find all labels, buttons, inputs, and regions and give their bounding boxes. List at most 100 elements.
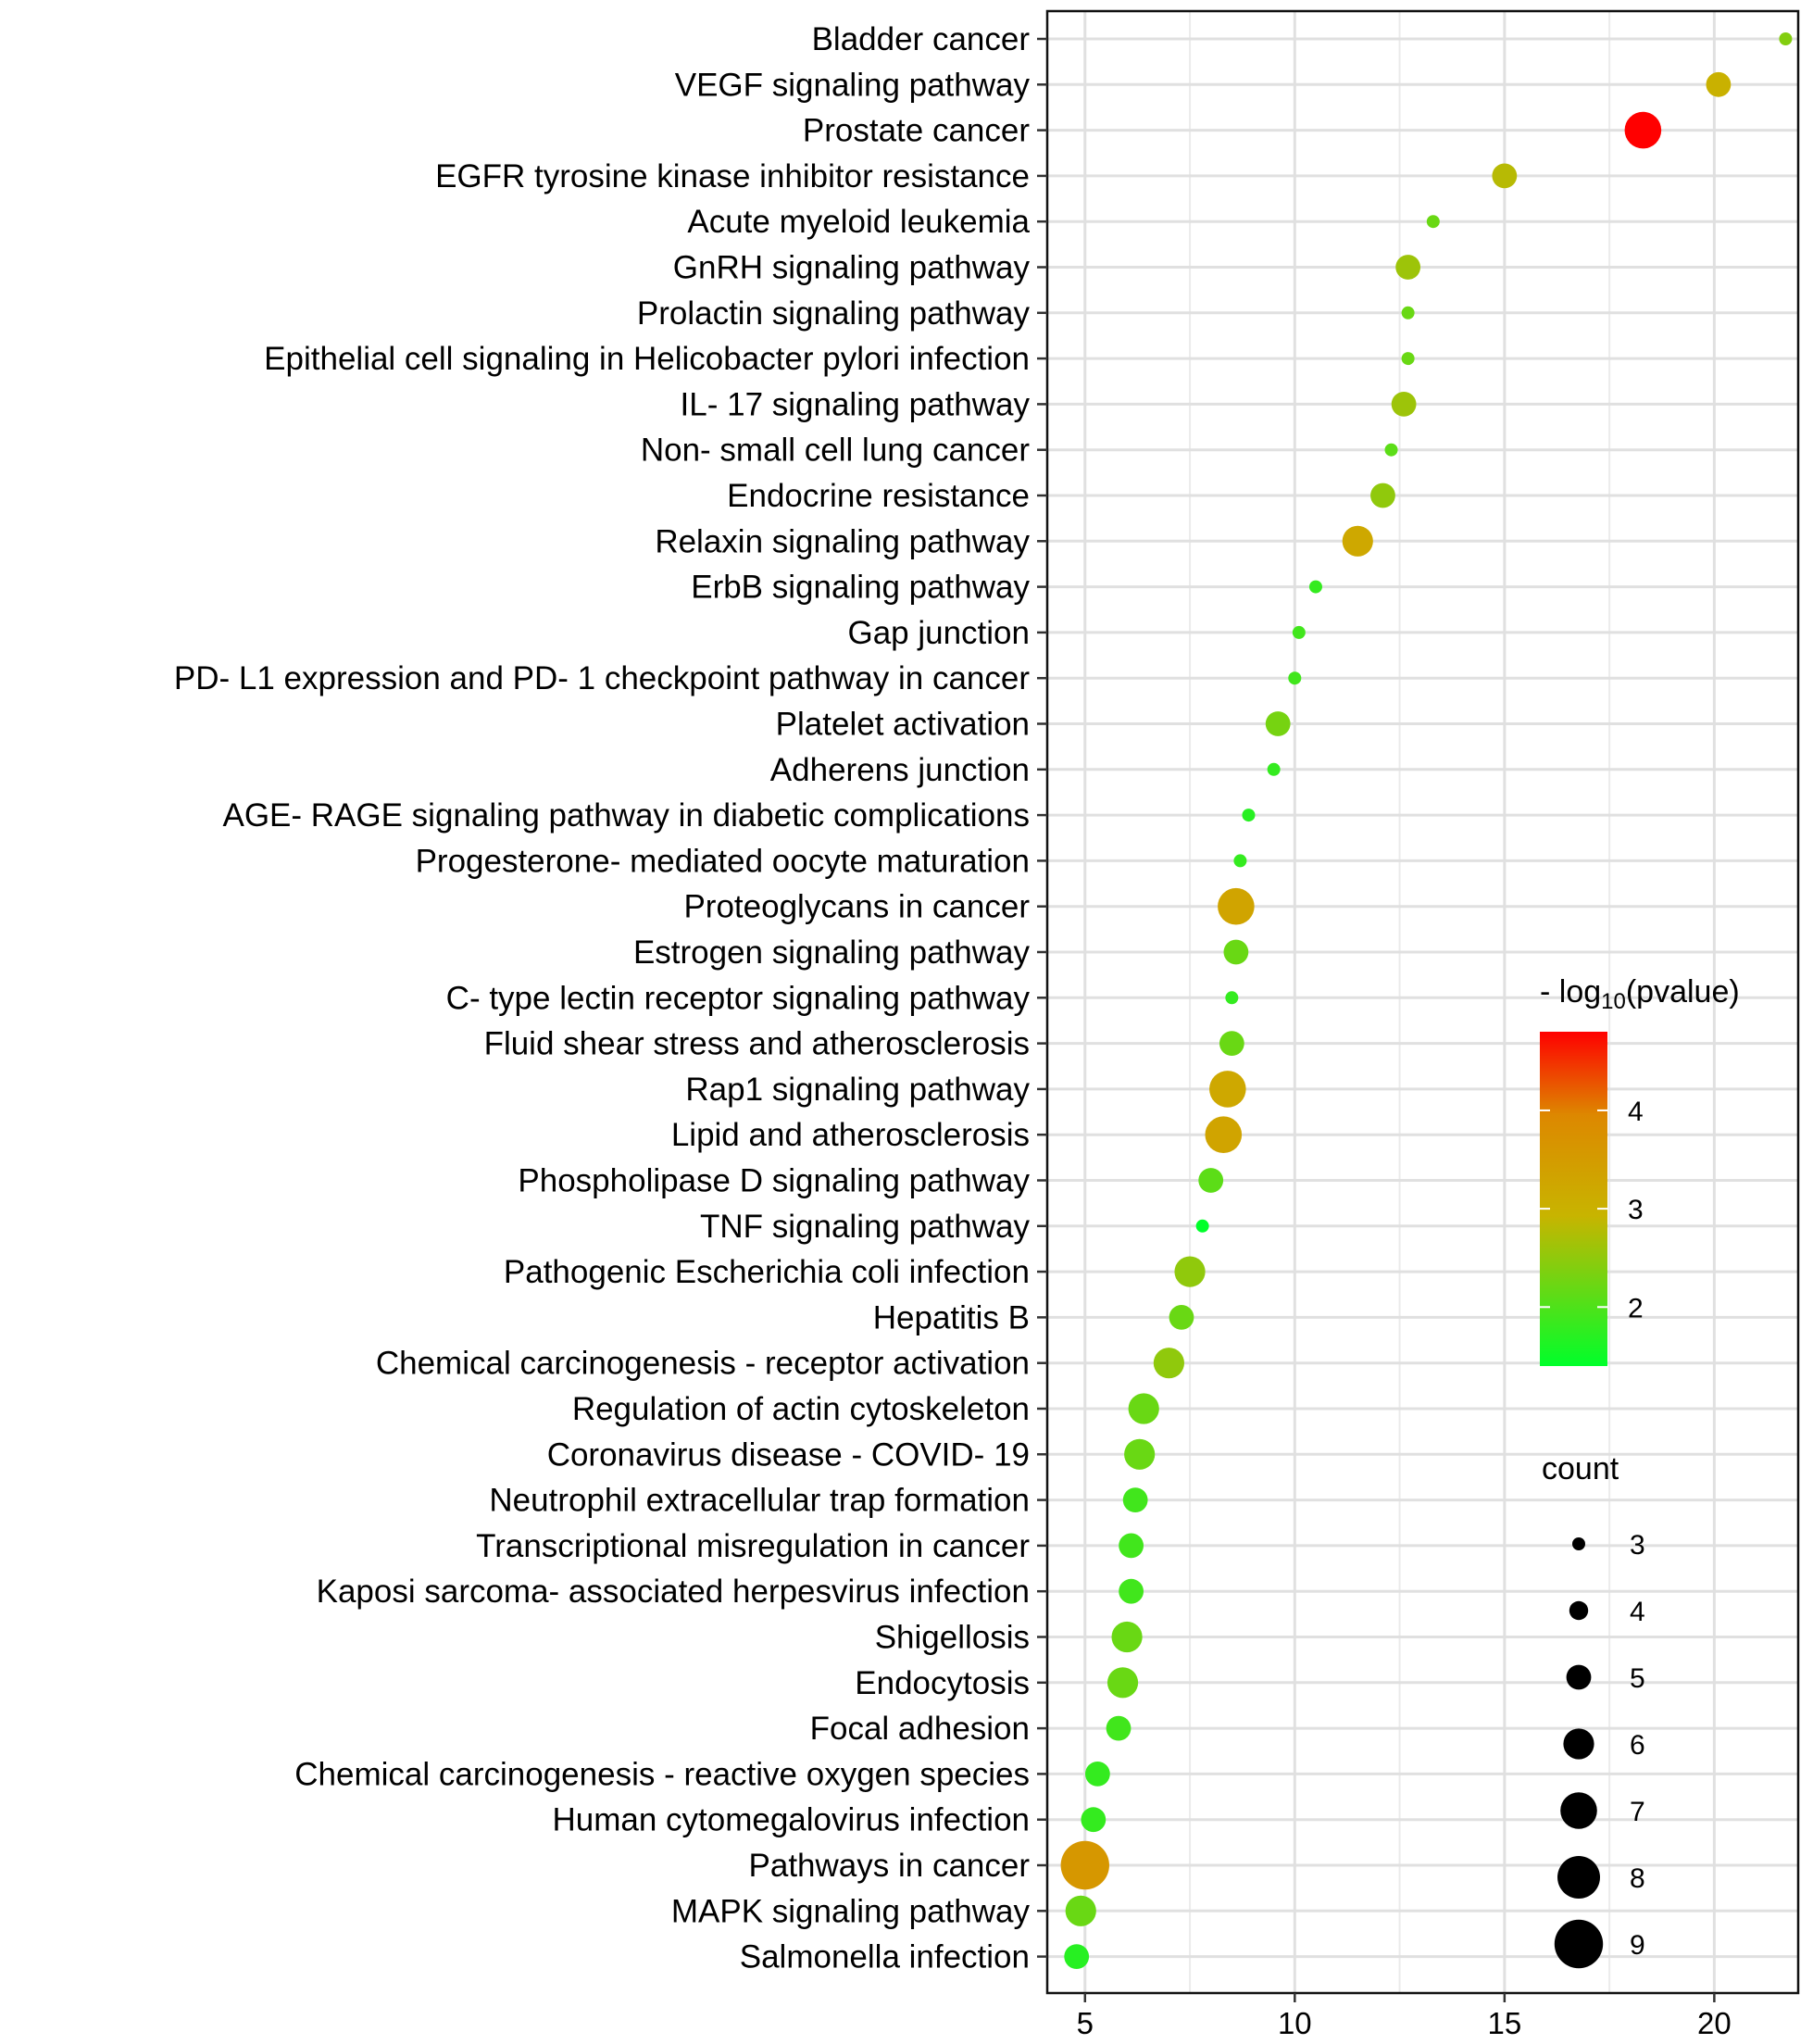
x-tick-label: 20 xyxy=(1697,2006,1732,2040)
category-label: EGFR tyrosine kinase inhibitor resistanc… xyxy=(435,158,1030,194)
data-point xyxy=(1706,71,1732,97)
category-label: Transcriptional misregulation in cancer xyxy=(476,1528,1030,1564)
category-label: Proteoglycans in cancer xyxy=(683,889,1030,925)
category-label: MAPK signaling pathway xyxy=(671,1893,1031,1929)
panel-border xyxy=(1045,9,1800,1995)
data-point xyxy=(1195,1219,1209,1233)
category-label: Pathogenic Escherichia coli infection xyxy=(504,1254,1030,1290)
color-legend-tick-label: 2 xyxy=(1628,1293,1644,1323)
size-legend-label: 5 xyxy=(1630,1663,1645,1694)
data-point xyxy=(1265,711,1291,736)
category-label: Adherens junction xyxy=(770,752,1030,788)
category-label: Shigellosis xyxy=(875,1620,1030,1656)
category-label: Focal adhesion xyxy=(810,1711,1030,1747)
data-point xyxy=(1624,111,1662,149)
category-label: Gap junction xyxy=(847,615,1030,651)
category-label: Human cytomegalovirus infection xyxy=(552,1802,1030,1838)
category-label: Pathways in cancer xyxy=(749,1848,1031,1884)
category-label: Coronavirus disease - COVID- 19 xyxy=(547,1436,1030,1473)
data-point xyxy=(1426,215,1440,229)
category-label: Regulation of actin cytoskeleton xyxy=(572,1391,1030,1427)
category-label: AGE- RAGE signaling pathway in diabetic … xyxy=(222,797,1030,834)
data-point xyxy=(1128,1393,1159,1424)
size-legend-label: 7 xyxy=(1630,1797,1645,1827)
data-point xyxy=(1084,1762,1110,1787)
data-point xyxy=(1401,306,1415,320)
category-label: VEGF signaling pathway xyxy=(675,67,1031,103)
grid-lines xyxy=(1047,11,1798,1993)
size-legend-dot xyxy=(1560,1792,1597,1829)
data-point xyxy=(1233,854,1247,868)
category-label: Prostate cancer xyxy=(803,113,1030,149)
data-point xyxy=(1288,671,1302,685)
category-label: Hepatitis B xyxy=(873,1299,1030,1335)
x-tick-label: 15 xyxy=(1487,2006,1521,2040)
category-label: Epithelial cell signaling in Helicobacte… xyxy=(264,341,1030,377)
color-legend-tick-label: 4 xyxy=(1628,1097,1644,1127)
data-point xyxy=(1060,1840,1109,1890)
data-point xyxy=(1223,939,1249,965)
data-points xyxy=(1060,32,1793,1970)
category-label: Prolactin signaling pathway xyxy=(637,295,1031,332)
size-legend-dot xyxy=(1557,1856,1600,1899)
category-label: PD- L1 expression and PD- 1 checkpoint p… xyxy=(174,660,1030,696)
data-point xyxy=(1119,1533,1144,1559)
data-point xyxy=(1225,991,1239,1005)
size-legend-label: 3 xyxy=(1630,1530,1645,1561)
data-point xyxy=(1153,1348,1184,1379)
size-legend-label: 8 xyxy=(1630,1863,1645,1894)
data-point xyxy=(1218,887,1255,925)
data-point xyxy=(1308,580,1322,594)
category-label: Lipid and atherosclerosis xyxy=(671,1117,1030,1153)
data-point xyxy=(1370,483,1395,508)
x-tick-label: 10 xyxy=(1278,2006,1312,2040)
category-label: IL- 17 signaling pathway xyxy=(681,386,1031,422)
size-legend-title: count xyxy=(1542,1451,1619,1486)
category-label: Endocytosis xyxy=(855,1665,1030,1701)
data-point xyxy=(1384,443,1398,457)
category-label: Non- small cell lung cancer xyxy=(641,433,1031,469)
category-label: Acute myeloid leukemia xyxy=(687,204,1030,240)
color-legend-tick-label: 3 xyxy=(1628,1195,1644,1225)
category-label: Platelet activation xyxy=(776,707,1030,743)
data-point xyxy=(1174,1256,1206,1287)
size-legend-label: 9 xyxy=(1630,1930,1645,1961)
data-point xyxy=(1342,525,1373,557)
data-point xyxy=(1391,392,1417,417)
data-point xyxy=(1169,1305,1194,1330)
data-point xyxy=(1065,1895,1096,1926)
category-label: Chemical carcinogenesis - receptor activ… xyxy=(376,1346,1030,1382)
data-point xyxy=(1124,1438,1156,1470)
category-label: Rap1 signaling pathway xyxy=(685,1072,1030,1108)
color-legend-title: - log10(pvalue) xyxy=(1540,974,1740,1014)
data-point xyxy=(1267,762,1281,776)
axes: 5 10 15 20 xyxy=(1037,9,1800,2040)
data-point xyxy=(1107,1667,1139,1699)
data-point xyxy=(1779,32,1793,45)
data-point xyxy=(1111,1621,1143,1653)
data-point xyxy=(1292,625,1306,639)
data-point xyxy=(1242,809,1256,822)
data-point xyxy=(1205,1116,1243,1153)
category-label: Relaxin signaling pathway xyxy=(655,523,1030,559)
category-label: Kaposi sarcoma- associated herpesvirus i… xyxy=(317,1574,1030,1610)
category-label: ErbB signaling pathway xyxy=(691,570,1030,606)
data-point xyxy=(1198,1168,1224,1193)
data-point xyxy=(1209,1071,1246,1108)
category-labels: Bladder cancer VEGF signaling pathway Pros… xyxy=(174,21,1031,1975)
category-label: Salmonella infection xyxy=(740,1939,1030,1975)
data-point xyxy=(1106,1715,1132,1741)
data-point xyxy=(1081,1807,1107,1833)
size-legend-dot xyxy=(1554,1919,1604,1969)
data-point xyxy=(1122,1487,1148,1512)
size-legend-dot xyxy=(1566,1664,1592,1690)
size-legend-label: 6 xyxy=(1630,1730,1645,1761)
size-legend-label: 4 xyxy=(1630,1597,1645,1627)
size-legend-dot xyxy=(1572,1537,1585,1550)
category-label: Bladder cancer xyxy=(812,21,1031,57)
category-label: TNF signaling pathway xyxy=(700,1209,1030,1245)
category-label: GnRH signaling pathway xyxy=(673,250,1031,286)
category-label: Chemical carcinogenesis - reactive oxyge… xyxy=(294,1756,1030,1792)
category-label: Estrogen signaling pathway xyxy=(633,934,1031,971)
